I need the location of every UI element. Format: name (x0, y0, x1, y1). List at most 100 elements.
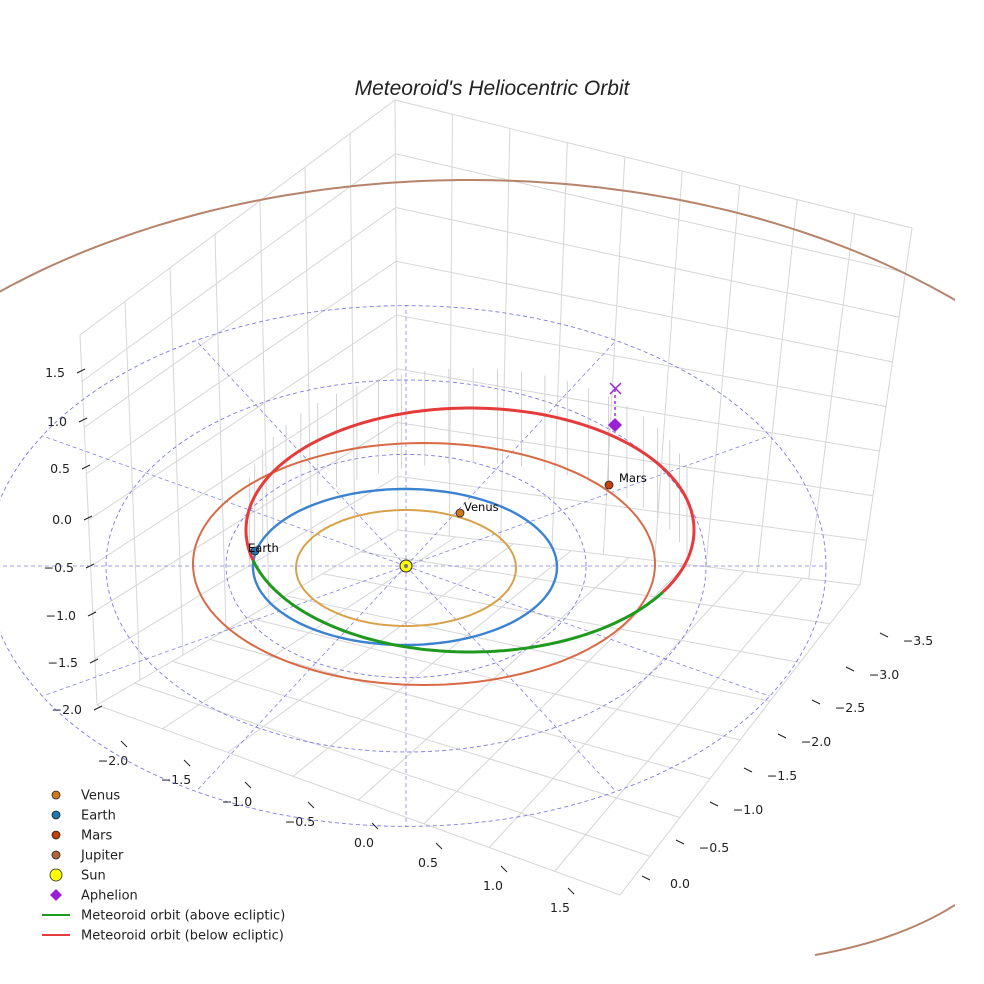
legend-item: Meteoroid orbit (above ecliptic) (42, 909, 285, 924)
z-tick-label: 0.5 (50, 461, 70, 476)
mars-marker (604, 480, 614, 490)
z-tick-mark (87, 611, 97, 617)
x-tick-label: −0.5 (285, 814, 315, 829)
meteoroid-orbit-below-line (244, 406, 696, 594)
ecliptic-reference-grid (0, 305, 827, 827)
venus-orbit-line (294, 509, 517, 627)
z-tick-label: −1.5 (48, 655, 78, 670)
legend-label: Venus (81, 789, 120, 804)
y-tick-label: 0.0 (670, 876, 690, 891)
reference-spoke (405, 435, 770, 567)
mars-orbit-line (191, 441, 656, 687)
x-tick-label: 0.5 (418, 855, 438, 870)
x-tick-mark (183, 759, 191, 767)
grid-line (227, 543, 514, 753)
y-tick-label: −1.0 (733, 802, 763, 817)
axis-grid (79, 99, 913, 896)
z-tick-mark (78, 417, 88, 423)
planet-markers: Venus Earth Mars (248, 382, 647, 573)
legend: Venus Earth Mars Jupiter Sun Aphelion Meteoroi… (42, 789, 285, 944)
aphelion-cross (609, 382, 622, 395)
grid-line (90, 368, 880, 567)
y-tick-label: −3.5 (903, 633, 933, 648)
pane-edge (79, 99, 396, 336)
legend-marker (51, 790, 61, 800)
legend-item: Venus (51, 789, 120, 804)
x-tick-label: −1.0 (222, 794, 252, 809)
venus-marker (455, 508, 465, 518)
z-tick-mark (76, 368, 86, 374)
grid-line (554, 577, 803, 872)
legend-marker (51, 830, 61, 840)
legend-label: Meteoroid orbit (above ecliptic) (81, 909, 285, 924)
z-tick-label: −0.5 (44, 560, 74, 575)
y-tick-label: −1.5 (767, 768, 797, 783)
legend-item: Sun (49, 868, 106, 884)
legend-marker (50, 889, 62, 901)
y-tick-label: −2.0 (801, 734, 831, 749)
y-tick-mark (641, 875, 651, 881)
y-tick-mark (743, 767, 753, 773)
sun-core (404, 564, 408, 568)
legend-label: Sun (81, 869, 106, 884)
x-tick-mark (435, 842, 443, 850)
legend-marker (51, 810, 61, 820)
earth-orbit-line (251, 487, 559, 647)
legend-label: Meteoroid orbit (below ecliptic) (81, 929, 284, 944)
y-tick-label: −3.0 (869, 667, 899, 682)
chart-title: Meteoroid's Heliocentric Orbit (355, 77, 631, 100)
reference-spoke (195, 565, 407, 792)
legend-item: Mars (51, 829, 113, 844)
y-tick-mark (811, 699, 821, 705)
grid-line (88, 314, 887, 521)
jupiter-orbit-line (0, 179, 955, 956)
legend-label: Earth (81, 809, 116, 824)
legend-item: Aphelion (50, 889, 138, 904)
x-tick-mark (244, 781, 252, 789)
reference-spoke (42, 435, 407, 567)
grid-line (81, 153, 906, 382)
grid-line (292, 550, 572, 777)
aphelion-marker (608, 418, 622, 432)
venus-label: Venus (464, 500, 499, 514)
legend-marker (51, 850, 61, 860)
legend-item: Jupiter (51, 849, 124, 864)
reference-spoke (405, 565, 617, 792)
z-tick-label: −2.0 (52, 702, 82, 717)
x-tick-label: 1.5 (550, 900, 570, 915)
earth-marker (250, 546, 260, 556)
legend-marker (49, 868, 63, 882)
y-tick-mark (675, 839, 685, 845)
y-tick-label: −0.5 (699, 840, 729, 855)
planet-orbits (191, 441, 656, 687)
reference-spoke (42, 565, 407, 697)
pane-edge (394, 99, 913, 229)
grid-line (94, 475, 867, 660)
z-tick-mark (93, 705, 103, 711)
x-tick-mark (307, 801, 315, 809)
legend-label: Jupiter (80, 849, 124, 864)
axis-ticks: 1.5 1.0 0.5 0.0 −0.5 −1.0 −1.5 −2.0 −2.0 −1.5 −1.0… (44, 365, 934, 915)
z-tick-label: 1.5 (45, 365, 65, 380)
z-tick-label: −1.0 (46, 608, 76, 623)
y-tick-label: −2.5 (835, 700, 865, 715)
legend-label: Aphelion (81, 889, 138, 904)
x-tick-mark (500, 865, 508, 873)
y-tick-mark (777, 733, 787, 739)
y-tick-mark (709, 801, 719, 807)
meteoroid-orbit-above-line (251, 559, 664, 654)
legend-label: Mars (81, 829, 113, 844)
grid-line (488, 570, 745, 848)
x-tick-mark (120, 740, 128, 748)
z-tick-mark (83, 515, 93, 521)
grid-line (86, 260, 893, 475)
x-tick-mark (371, 822, 379, 830)
legend-item: Earth (51, 809, 116, 824)
reference-spoke (405, 565, 770, 697)
reference-spoke (405, 340, 617, 567)
grid-line (83, 206, 900, 428)
z-tick-label: 0.0 (52, 512, 72, 527)
legend-item: Meteoroid orbit (below ecliptic) (42, 929, 284, 944)
